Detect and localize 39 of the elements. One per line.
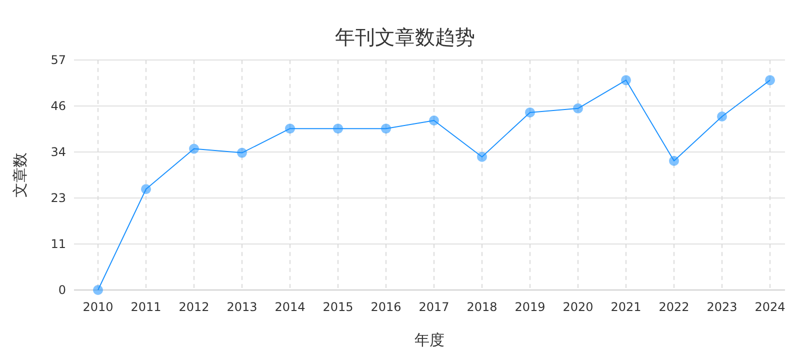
y-tick-label: 0 [58,283,66,297]
x-tick-label: 2021 [610,300,642,314]
y-tick-label: 34 [50,145,66,159]
point [525,107,535,118]
point [93,285,103,295]
x-tick-label: 2018 [466,300,498,314]
x-tick-label: 2012 [178,300,210,314]
point [477,152,487,162]
x-tick-label: 2015 [322,300,354,314]
x-tick-label: 2023 [706,300,738,314]
point [237,148,247,158]
x-tick-label: 2010 [82,300,114,314]
point [333,124,343,134]
point [285,124,295,134]
y-tick-label: 46 [50,99,66,113]
point [717,111,727,122]
y-tick-label: 11 [50,237,66,251]
x-tick-label: 2024 [754,300,786,314]
x-tick-label: 2016 [370,300,402,314]
x-tick-label: 2011 [130,300,162,314]
point [381,124,391,134]
chart-title: 年刊文章数趋势 [335,25,475,49]
x-tick-label: 2020 [562,300,594,314]
x-tick-label: 2019 [514,300,546,314]
point [189,144,199,154]
y-tick-label: 57 [50,53,66,67]
y-tick-label: 23 [50,191,66,205]
point [141,184,151,194]
x-axis-title: 年度 [414,331,444,349]
x-tick-label: 2013 [226,300,258,314]
point [573,103,583,114]
x-tick-label: 2014 [274,300,306,314]
x-tick-label: 2022 [658,300,690,314]
y-axis-title: 文章数 [11,152,29,198]
point [621,75,631,86]
point [669,156,679,166]
point [765,75,775,86]
point [429,116,439,126]
x-tick-label: 2017 [418,300,450,314]
